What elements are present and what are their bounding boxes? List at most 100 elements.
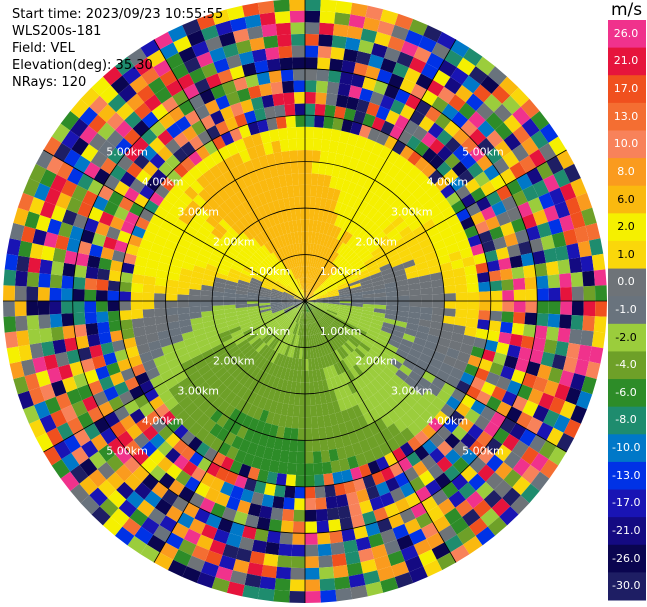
velocity-cell bbox=[64, 250, 78, 265]
velocity-cell bbox=[373, 507, 389, 522]
velocity-cell bbox=[83, 422, 101, 441]
velocity-cell bbox=[196, 207, 211, 221]
velocity-cell bbox=[362, 293, 375, 298]
velocity-cell bbox=[418, 352, 433, 365]
velocity-cell bbox=[380, 326, 394, 335]
velocity-cell bbox=[27, 328, 42, 345]
velocity-cell bbox=[395, 279, 409, 287]
velocity-cell bbox=[204, 325, 217, 334]
velocity-cell bbox=[154, 31, 174, 50]
velocity-cell bbox=[356, 228, 368, 241]
velocity-cell bbox=[396, 284, 409, 292]
velocity-cell bbox=[39, 327, 53, 343]
velocity-cell bbox=[342, 357, 353, 370]
velocity-cell bbox=[258, 246, 269, 258]
velocity-cell bbox=[297, 312, 302, 324]
velocity-cell bbox=[270, 238, 279, 251]
velocity-cell bbox=[285, 173, 293, 187]
velocity-cell bbox=[547, 274, 561, 289]
velocity-cell bbox=[445, 213, 461, 228]
colorbar-tick-label: 10.0 bbox=[613, 137, 639, 151]
velocity-cell bbox=[319, 11, 336, 24]
velocity-cell bbox=[283, 356, 290, 369]
velocity-cell bbox=[341, 469, 354, 483]
velocity-cell bbox=[189, 311, 202, 320]
velocity-cell bbox=[341, 528, 356, 542]
velocity-cell bbox=[346, 339, 357, 351]
velocity-cell bbox=[284, 319, 293, 331]
velocity-cell bbox=[114, 56, 135, 76]
velocity-cell bbox=[448, 250, 463, 262]
velocity-cell bbox=[159, 254, 173, 265]
velocity-cell bbox=[350, 466, 363, 481]
velocity-cell bbox=[236, 203, 249, 217]
range-ring-label: 4.00km bbox=[427, 414, 469, 427]
velocity-cell bbox=[325, 496, 338, 509]
velocity-cell bbox=[9, 222, 25, 241]
velocity-cell bbox=[207, 232, 221, 245]
velocity-cell bbox=[120, 220, 136, 235]
velocity-cell bbox=[296, 219, 302, 232]
velocity-cell bbox=[124, 473, 142, 491]
velocity-cell bbox=[331, 238, 340, 251]
velocity-cell bbox=[248, 283, 261, 289]
velocity-cell bbox=[286, 320, 294, 332]
velocity-cell bbox=[190, 180, 204, 195]
velocity-cell bbox=[371, 141, 385, 157]
velocity-cell bbox=[214, 366, 228, 379]
velocity-cell bbox=[323, 262, 333, 273]
velocity-cell bbox=[379, 492, 395, 508]
velocity-cell bbox=[312, 243, 318, 256]
velocity-cell bbox=[409, 566, 428, 583]
velocity-cell bbox=[315, 185, 324, 198]
velocity-cell bbox=[549, 187, 566, 206]
velocity-cell bbox=[374, 304, 387, 310]
velocity-cell bbox=[168, 479, 185, 496]
velocity-cell bbox=[250, 223, 261, 236]
velocity-cell bbox=[295, 346, 301, 359]
velocity-cell bbox=[82, 395, 99, 412]
velocity-cell bbox=[134, 482, 152, 500]
velocity-cell bbox=[306, 277, 309, 290]
velocity-cell bbox=[444, 153, 461, 169]
velocity-cell bbox=[254, 528, 269, 542]
velocity-cell bbox=[50, 379, 67, 397]
velocity-cell bbox=[320, 317, 330, 327]
velocity-cell bbox=[371, 544, 388, 560]
velocity-cell bbox=[293, 296, 305, 301]
velocity-cell bbox=[326, 341, 335, 353]
velocity-cell bbox=[238, 536, 255, 551]
velocity-cell bbox=[238, 149, 251, 164]
velocity-cell bbox=[477, 447, 495, 465]
range-ring-label: 1.00km bbox=[249, 325, 291, 338]
velocity-cell bbox=[257, 0, 275, 15]
velocity-cell bbox=[295, 243, 301, 256]
velocity-cell bbox=[16, 255, 30, 272]
velocity-cell bbox=[224, 311, 237, 318]
velocity-cell bbox=[71, 400, 88, 418]
velocity-cell bbox=[345, 220, 356, 233]
velocity-cell bbox=[142, 359, 157, 372]
velocity-cell bbox=[167, 559, 187, 577]
velocity-cell bbox=[511, 322, 525, 336]
velocity-cell bbox=[283, 272, 292, 283]
velocity-cell bbox=[530, 110, 550, 131]
velocity-cell bbox=[213, 528, 230, 545]
velocity-cell bbox=[270, 302, 282, 305]
velocity-cell bbox=[276, 279, 287, 288]
velocity-cell bbox=[43, 354, 59, 371]
velocity-cell bbox=[199, 497, 216, 514]
velocity-cell bbox=[136, 247, 151, 259]
velocity-cell bbox=[134, 334, 148, 347]
velocity-cell bbox=[366, 102, 380, 117]
velocity-cell bbox=[305, 289, 307, 301]
velocity-cell bbox=[23, 178, 40, 197]
velocity-cell bbox=[353, 477, 367, 492]
velocity-cell bbox=[259, 308, 272, 314]
velocity-cell bbox=[553, 414, 571, 433]
velocity-cell bbox=[546, 427, 564, 447]
velocity-cell bbox=[509, 255, 523, 269]
velocity-cell bbox=[247, 305, 260, 311]
velocity-cell bbox=[271, 376, 280, 390]
velocity-cell bbox=[334, 318, 346, 327]
